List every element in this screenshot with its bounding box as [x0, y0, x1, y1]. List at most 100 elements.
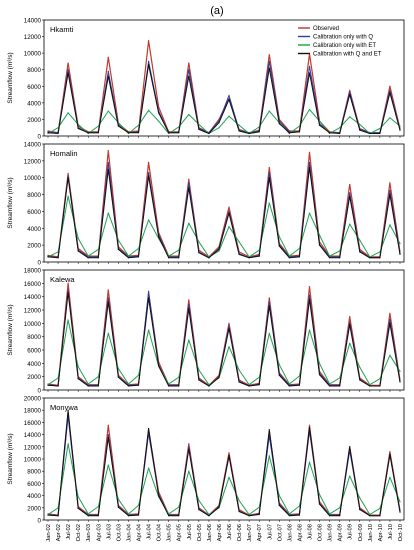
data-point [107, 301, 109, 303]
data-point [389, 354, 391, 356]
data-point [148, 297, 150, 299]
x-tick-label: Apr-05 [177, 524, 183, 541]
data-point [308, 426, 311, 428]
data-point [148, 40, 150, 42]
data-point [87, 383, 89, 385]
data-point [268, 172, 270, 174]
data-point [178, 257, 180, 259]
data-point [198, 369, 200, 371]
panel-frame [43, 19, 405, 137]
x-tick-label: Jul-04 [147, 523, 153, 540]
data-point [278, 236, 280, 238]
data-point [47, 130, 49, 132]
y-tick-label: 12000 [24, 34, 42, 41]
data-point [87, 385, 89, 387]
x-tick-label: Jul-09 [348, 524, 354, 540]
data-point [308, 286, 311, 288]
x-tick-label: Jan-03 [86, 524, 92, 542]
data-point [158, 236, 160, 238]
data-point [379, 257, 381, 259]
data-point [349, 321, 351, 323]
data-point [67, 69, 69, 71]
data-point [369, 384, 371, 386]
data-point [218, 127, 220, 129]
data-point [238, 124, 240, 126]
data-point [67, 177, 69, 179]
data-point [339, 257, 341, 259]
panel-frame [43, 269, 405, 391]
x-tick-label: Apr-06 [217, 524, 223, 541]
x-tick-label: Jul-08 [308, 524, 314, 540]
data-point [298, 384, 300, 386]
data-point [308, 72, 311, 74]
data-point [188, 299, 190, 301]
y-tick-label: 0 [38, 388, 42, 395]
x-tick-label: Apr-03 [96, 524, 102, 541]
data-point [188, 62, 190, 64]
panel-title: Kalewa [50, 275, 75, 284]
data-point [308, 161, 311, 164]
data-point [107, 56, 109, 58]
data-point [389, 318, 391, 320]
data-point [188, 75, 190, 77]
data-point [339, 127, 341, 129]
data-point [97, 248, 99, 250]
data-point [158, 112, 160, 114]
data-point [148, 161, 150, 164]
data-point [389, 182, 391, 184]
data-point [67, 195, 69, 197]
x-tick-label: Oct-08 [318, 524, 324, 541]
legend-entry: Calibration only with ET [313, 43, 376, 49]
panel-frame [43, 397, 405, 521]
data-point [288, 385, 290, 387]
data-point [339, 385, 341, 387]
data-point [67, 282, 69, 284]
y-tick-label: 16000 [24, 420, 42, 427]
data-point [369, 132, 371, 135]
data-point [208, 384, 210, 386]
data-point [178, 132, 180, 134]
x-tick-label: Oct-06 [237, 524, 243, 541]
data-point [329, 385, 331, 387]
data-point [288, 255, 290, 257]
data-point [349, 192, 351, 194]
y-axis-label: Streamflow (m³/s) [7, 52, 14, 103]
data-point [389, 89, 391, 91]
data-point [97, 257, 99, 259]
data-point [188, 222, 190, 224]
data-point [359, 366, 361, 368]
data-point [77, 127, 79, 130]
legend-entry: Calibration only with Q [313, 35, 373, 41]
data-point [158, 365, 160, 367]
data-point [148, 64, 150, 66]
data-point [268, 455, 270, 457]
y-tick-label: 0 [38, 260, 42, 267]
y-axis-label: Streamflow (m³/s) [7, 304, 14, 355]
data-point [399, 511, 401, 513]
data-point [218, 376, 220, 378]
panel-0: 0 2000 4000 6000 8000 10000 12000 14000 Streamfl… [7, 18, 405, 141]
data-point [178, 506, 180, 508]
data-point [228, 98, 230, 101]
y-tick-label: 6000 [27, 481, 41, 488]
data-point [47, 256, 49, 258]
data-point [379, 507, 381, 509]
data-point [87, 255, 89, 257]
data-point [148, 60, 150, 63]
data-point [389, 322, 391, 324]
data-point [359, 251, 361, 253]
data-point [47, 514, 49, 516]
y-tick-label: 10000 [24, 51, 42, 58]
data-point [298, 256, 300, 258]
data-point [228, 115, 230, 117]
data-point [148, 290, 150, 292]
data-point [298, 505, 300, 507]
data-point [117, 376, 119, 378]
data-point [329, 257, 331, 259]
data-point [339, 507, 341, 509]
data-point [127, 515, 130, 517]
data-point [258, 376, 260, 378]
data-point [298, 125, 300, 127]
data-point [148, 175, 150, 177]
data-point [329, 132, 331, 134]
